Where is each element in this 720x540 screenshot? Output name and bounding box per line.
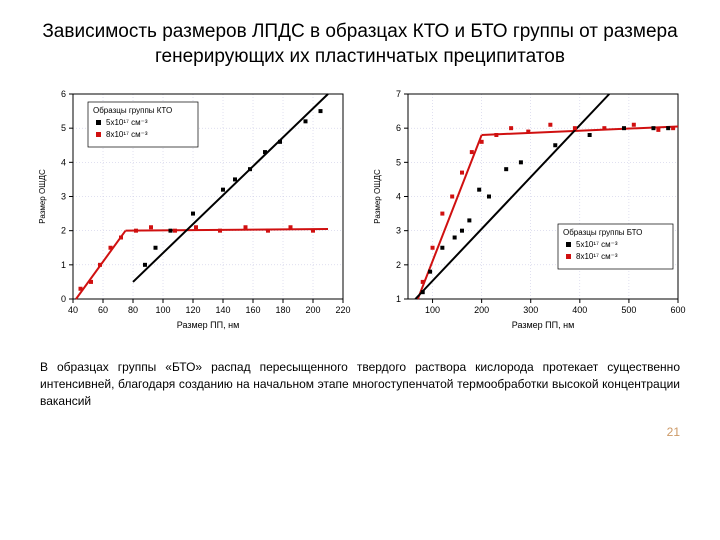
- svg-text:Образцы группы БТО: Образцы группы БТО: [563, 228, 642, 237]
- svg-text:2: 2: [60, 226, 65, 236]
- svg-text:6: 6: [395, 124, 400, 134]
- page-number: 21: [30, 425, 690, 439]
- svg-text:3: 3: [395, 226, 400, 236]
- svg-text:140: 140: [215, 305, 230, 315]
- chart-bto-svg: 100 200 300 400 500 600 1 2 3 4 5 6 7 Размер ПП, нм Ра…: [368, 84, 688, 334]
- svg-text:40: 40: [67, 305, 77, 315]
- svg-text:6: 6: [60, 89, 65, 99]
- chart-kto-svg: 40 60 80 100 120 140 160 180 200 220 0 1 2 3 4 5 6 Размер…: [33, 84, 353, 334]
- svg-text:600: 600: [670, 305, 685, 315]
- body-paragraph: В образцах группы «БТО» распад пересыщен…: [30, 359, 690, 409]
- chart-bto: 100 200 300 400 500 600 1 2 3 4 5 6 7 Размер ПП, нм Ра…: [368, 84, 688, 339]
- svg-text:5х10¹⁷ см⁻³: 5х10¹⁷ см⁻³: [106, 118, 148, 127]
- svg-text:7: 7: [395, 89, 400, 99]
- svg-text:8х10¹⁷ см⁻³: 8х10¹⁷ см⁻³: [576, 252, 618, 261]
- svg-text:200: 200: [474, 305, 489, 315]
- chart-kto: 40 60 80 100 120 140 160 180 200 220 0 1 2 3 4 5 6 Размер…: [33, 84, 353, 339]
- slide-title: Зависимость размеров ЛПДС в образцах КТО…: [30, 20, 690, 69]
- svg-text:100: 100: [155, 305, 170, 315]
- svg-text:80: 80: [127, 305, 137, 315]
- svg-text:60: 60: [97, 305, 107, 315]
- svg-text:1: 1: [395, 294, 400, 304]
- svg-text:2: 2: [395, 260, 400, 270]
- svg-text:500: 500: [621, 305, 636, 315]
- svg-text:3: 3: [60, 192, 65, 202]
- svg-text:120: 120: [185, 305, 200, 315]
- svg-text:Размер ПП, нм: Размер ПП, нм: [511, 320, 574, 330]
- svg-text:4: 4: [60, 158, 65, 168]
- svg-text:100: 100: [425, 305, 440, 315]
- svg-text:1: 1: [60, 260, 65, 270]
- svg-text:0: 0: [60, 294, 65, 304]
- svg-text:400: 400: [572, 305, 587, 315]
- svg-text:5: 5: [395, 158, 400, 168]
- svg-text:200: 200: [305, 305, 320, 315]
- svg-text:5: 5: [60, 124, 65, 134]
- svg-text:Размер ПП, нм: Размер ПП, нм: [176, 320, 239, 330]
- svg-text:Образцы группы КТО: Образцы группы КТО: [93, 106, 172, 115]
- svg-text:4: 4: [395, 192, 400, 202]
- svg-text:8х10¹⁷ см⁻³: 8х10¹⁷ см⁻³: [106, 130, 148, 139]
- svg-text:300: 300: [523, 305, 538, 315]
- svg-text:5х10¹⁷ см⁻³: 5х10¹⁷ см⁻³: [576, 240, 618, 249]
- svg-text:Размер ОШДС: Размер ОШДС: [38, 169, 47, 224]
- svg-text:Размер ОШДС: Размер ОШДС: [373, 169, 382, 224]
- charts-container: 4060801001201401601802002200123456Размер…: [30, 84, 690, 339]
- svg-text:220: 220: [335, 305, 350, 315]
- svg-text:180: 180: [275, 305, 290, 315]
- svg-text:160: 160: [245, 305, 260, 315]
